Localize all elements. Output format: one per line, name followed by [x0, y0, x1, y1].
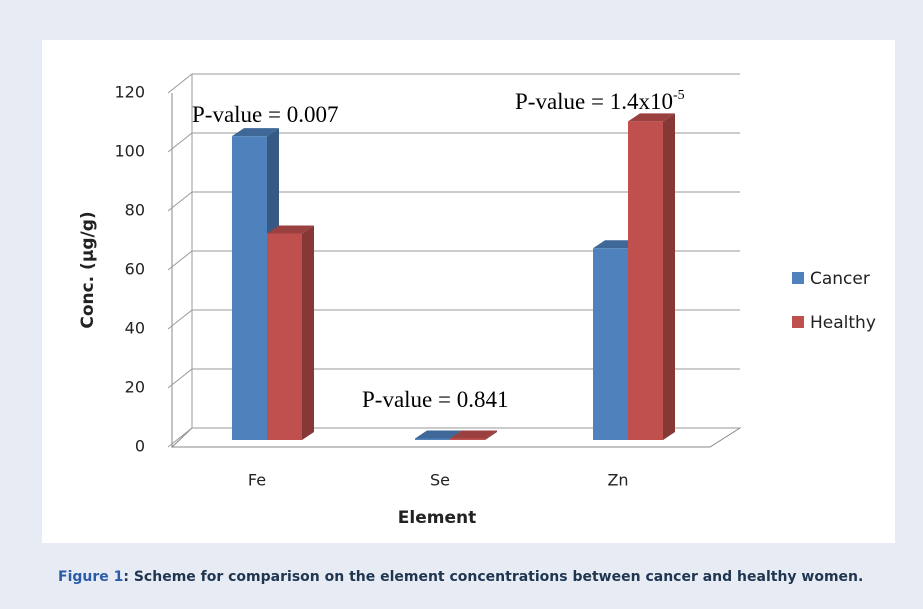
annotation-text: P-value = 0.841: [362, 387, 508, 412]
x-axis-title: Element: [398, 508, 476, 528]
bar: [232, 136, 267, 440]
bar-top: [450, 430, 497, 439]
bar: [267, 233, 302, 440]
y-tick-label: 40: [125, 319, 145, 338]
annotation-superscript: -5: [673, 88, 685, 103]
caption-label: Figure 1: [58, 569, 123, 585]
bar: [628, 121, 663, 441]
caption: Figure 1: Scheme for comparison on the e…: [58, 569, 863, 585]
y-axis-title: Conc. (µg/g): [78, 211, 98, 328]
annotation-text: P-value = 0.007: [192, 102, 338, 127]
bar-top: [267, 225, 314, 234]
bar-side: [302, 225, 314, 440]
bar-side: [663, 113, 675, 441]
bar-top: [415, 430, 462, 439]
bar: [450, 438, 485, 440]
bar: [593, 248, 628, 440]
x-tick-label: Fe: [248, 471, 266, 490]
annotation: P-value = 0.007: [192, 102, 338, 127]
y-tick-label: 80: [125, 201, 145, 220]
y-tick-label: 100: [114, 142, 145, 161]
bar: [415, 438, 450, 440]
y-tick-label: 120: [114, 83, 145, 102]
annotation: P-value = 1.4x10-5: [515, 88, 685, 114]
chart-panel: [42, 40, 895, 543]
annotation-text: P-value = 1.4x10: [515, 89, 673, 114]
x-tick-label: Se: [430, 471, 450, 490]
caption-text: : Scheme for comparison on the element c…: [123, 569, 863, 585]
bar-top: [232, 128, 279, 137]
legend-swatch: [792, 272, 804, 284]
y-tick-label: 60: [125, 260, 145, 279]
legend-swatch: [792, 316, 804, 328]
legend-label: Cancer: [810, 269, 870, 289]
x-tick-label: Zn: [607, 471, 628, 490]
y-tick-label: 0: [135, 437, 145, 456]
legend-label: Healthy: [810, 313, 876, 333]
bar-top: [628, 113, 675, 122]
y-tick-label: 20: [125, 378, 145, 397]
bar-side: [485, 430, 497, 440]
annotation: P-value = 0.841: [362, 387, 508, 412]
